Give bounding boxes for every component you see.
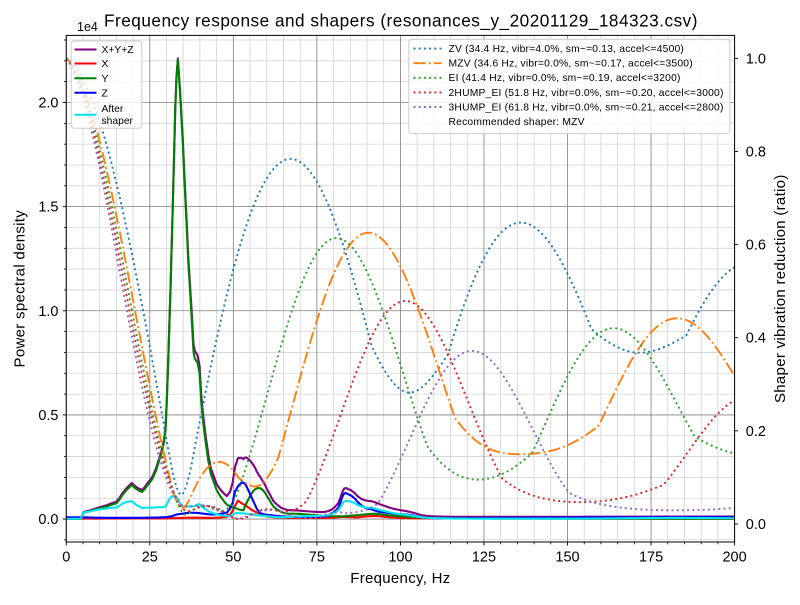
svg-text:200: 200 <box>722 550 746 566</box>
svg-text:Shaper vibration reduction (ra: Shaper vibration reduction (ratio) <box>772 174 789 403</box>
svg-text:ZV (34.4 Hz, vibr=4.0%, sm~=0.: ZV (34.4 Hz, vibr=4.0%, sm~=0.13, accel<… <box>449 44 685 55</box>
svg-text:0.0: 0.0 <box>746 517 766 533</box>
svg-text:100: 100 <box>388 550 412 566</box>
svg-text:2.0: 2.0 <box>38 96 58 112</box>
svg-text:0.5: 0.5 <box>38 408 58 424</box>
svg-text:25: 25 <box>142 550 158 566</box>
svg-text:X: X <box>102 59 109 70</box>
svg-text:50: 50 <box>225 550 241 566</box>
svg-text:0.6: 0.6 <box>746 238 766 254</box>
svg-text:1.0: 1.0 <box>38 304 58 320</box>
svg-text:Y: Y <box>102 74 109 85</box>
svg-text:Frequency response and shapers: Frequency response and shapers (resonanc… <box>104 11 698 31</box>
svg-text:2HUMP_EI (51.8 Hz, vibr=0.0%,: 2HUMP_EI (51.8 Hz, vibr=0.0%, sm~=0.20, … <box>449 88 724 99</box>
svg-text:175: 175 <box>639 550 663 566</box>
svg-text:0.2: 0.2 <box>746 424 766 440</box>
svg-text:0.4: 0.4 <box>746 331 766 347</box>
svg-text:1.0: 1.0 <box>746 51 766 67</box>
svg-text:75: 75 <box>309 550 325 566</box>
svg-text:0.0: 0.0 <box>38 512 58 528</box>
svg-text:125: 125 <box>472 550 496 566</box>
svg-text:0.8: 0.8 <box>746 145 766 161</box>
svg-text:Z: Z <box>102 88 108 99</box>
svg-text:X+Y+Z: X+Y+Z <box>102 45 134 56</box>
svg-text:EI (41.4 Hz, vibr=0.0%, sm~=0.: EI (41.4 Hz, vibr=0.0%, sm~=0.19, accel<… <box>449 73 681 84</box>
svg-text:150: 150 <box>555 550 579 566</box>
svg-text:Power spectral density: Power spectral density <box>12 210 29 368</box>
svg-text:Frequency, Hz: Frequency, Hz <box>350 570 450 587</box>
svg-text:3HUMP_EI (61.8 Hz, vibr=0.0%,: 3HUMP_EI (61.8 Hz, vibr=0.0%, sm~=0.21, … <box>449 102 724 113</box>
svg-text:After: After <box>102 104 124 115</box>
svg-text:Recommended shaper: MZV: Recommended shaper: MZV <box>449 117 585 128</box>
svg-text:MZV (34.6 Hz, vibr=0.0%, sm~=0: MZV (34.6 Hz, vibr=0.0%, sm~=0.17, accel… <box>449 59 693 70</box>
svg-text:0: 0 <box>62 550 70 566</box>
svg-text:shaper: shaper <box>102 116 134 127</box>
svg-text:1e4: 1e4 <box>77 20 98 34</box>
svg-text:1.5: 1.5 <box>38 200 58 216</box>
